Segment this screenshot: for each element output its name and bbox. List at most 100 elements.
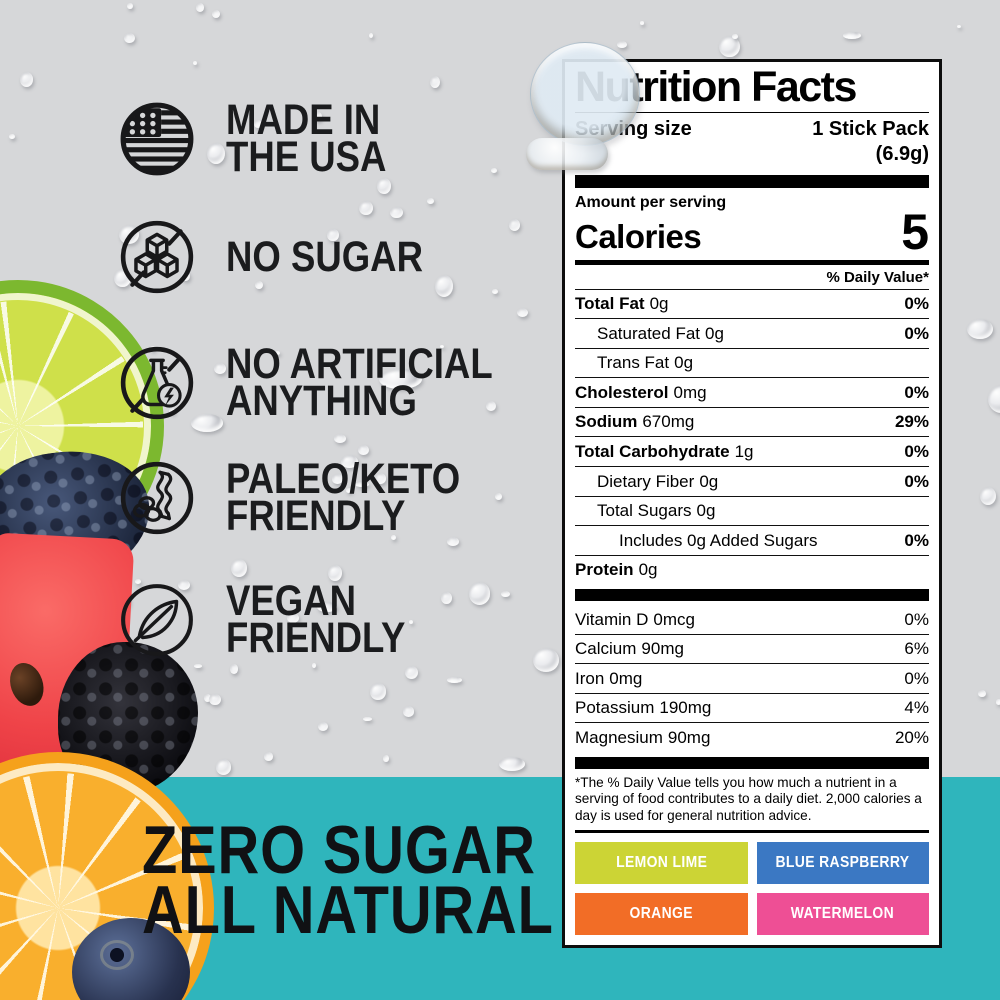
nutrient-daily-value: 0%: [904, 609, 929, 629]
water-droplet: [956, 24, 962, 29]
flavor-chips: LEMON LIME BLUE RASPBERRY ORANGE WATERMELON: [575, 829, 929, 935]
nutrient-name: Saturated Fat: [597, 323, 701, 343]
water-droplet: [977, 689, 986, 698]
nutrient-name: Cholesterol: [575, 382, 669, 402]
nutrient-daily-value: 0%: [904, 530, 929, 550]
nutrient-row: Magnesium 90mg 20%: [575, 722, 929, 752]
water-droplet: [134, 578, 141, 584]
water-droplet: [732, 34, 738, 40]
nutrient-row: Protein 0g: [575, 554, 929, 585]
nutrient-row: Includes 0g Added Sugars 0%: [575, 525, 929, 555]
nutrient-daily-value: 0%: [904, 441, 929, 461]
claim-made-in-usa: MADE IN THE USA: [118, 96, 415, 179]
nutrient-row: Sodium 670mg 29%: [575, 406, 929, 437]
nutrient-name: Iron: [575, 668, 605, 688]
water-droplet: [123, 32, 135, 44]
nutrient-daily-value: 0%: [904, 471, 929, 491]
water-droplet: [177, 579, 191, 591]
nutrient-amount: 0mg: [673, 382, 707, 402]
flavor-label: ORANGE: [629, 904, 693, 922]
water-droplet: [495, 493, 503, 500]
nutrient-amount: 670mg: [642, 412, 695, 432]
water-droplet: [468, 582, 491, 605]
water-droplet: [127, 3, 133, 10]
claim-text: NO SUGAR: [226, 235, 458, 278]
water-droplet: [390, 207, 403, 219]
no-sugar-icon: [120, 220, 194, 294]
nutrient-amount: 90mg: [641, 639, 684, 659]
nutrition-facts-label: Nutrition Facts Serving size 1 Stick Pac…: [562, 59, 942, 948]
water-droplet: [447, 677, 462, 684]
water-droplet: [501, 590, 510, 598]
banner-line: ALL NATURAL: [142, 872, 554, 948]
vegan-leaf-icon: [121, 584, 193, 656]
flavor-label: BLUE RASPBERRY: [775, 853, 910, 871]
water-droplet: [966, 318, 993, 339]
water-droplet: [327, 228, 339, 242]
water-droplet: [341, 454, 358, 468]
water-droplet: [441, 592, 453, 605]
water-droplet: [19, 72, 33, 87]
water-droplet: [9, 133, 15, 140]
water-droplet: [190, 413, 224, 432]
nutrient-name: Vitamin D: [575, 609, 649, 629]
water-droplet: [368, 33, 373, 39]
water-droplet: [355, 481, 369, 487]
water-droplet: [408, 619, 414, 624]
nutrient-amount: 1g: [734, 441, 754, 461]
nutrient-daily-value: 20%: [894, 727, 929, 747]
claim-line: FRIENDLY: [226, 614, 406, 662]
nutrient-name: Total Sugars: [597, 501, 692, 521]
calories-row: Calories 5: [575, 207, 929, 257]
nutrient-name: Dietary Fiber: [597, 471, 695, 491]
water-droplet: [317, 601, 337, 612]
amount-per-serving-label: Amount per serving: [575, 193, 727, 211]
nutrient-row: Dietary Fiber 0g 0%: [575, 466, 929, 496]
claim-line: MADE IN: [226, 96, 381, 144]
nutrient-daily-value: 6%: [904, 639, 929, 659]
nutrient-daily-value: 29%: [894, 412, 929, 432]
serving-size-weight: (6.9g): [875, 142, 929, 165]
water-droplet: [215, 758, 232, 775]
divider-bar: [575, 589, 929, 602]
water-droplet: [492, 288, 498, 294]
flavor-chip: LEMON LIME: [575, 841, 748, 884]
water-droplet: [369, 683, 387, 700]
nutrient-row: Vitamin D 0mcg 0%: [575, 605, 929, 634]
water-droplet: [377, 177, 392, 194]
nutrient-row: Total Carbohydrate 1g 0%: [575, 436, 929, 466]
nutrient-name: Magnesium: [575, 727, 663, 747]
nutrient-row: Iron 0mg 0%: [575, 663, 929, 693]
water-droplet: [362, 716, 373, 722]
nutrient-row: Total Fat 0g 0%: [575, 288, 929, 319]
micronutrient-rows: Vitamin D 0mcg 0% Calcium 90mg 6% Iron 0mg 0% Pot…: [575, 605, 929, 752]
water-droplet: [378, 368, 422, 389]
zero-sugar-banner: ZERO SUGAR ALL NATURAL: [142, 816, 626, 948]
nutrient-amount: 0g: [649, 294, 669, 314]
water-droplet: [526, 138, 608, 170]
water-droplet: [274, 350, 281, 356]
nutrient-name: Total Fat: [575, 294, 645, 314]
water-droplet: [516, 307, 529, 317]
nutrient-row: Total Sugars 0g: [575, 495, 929, 526]
water-droplet: [358, 444, 369, 455]
water-droplet: [979, 486, 997, 506]
divider: [575, 111, 929, 113]
water-droplet: [439, 344, 444, 348]
claim-line: NO ARTIFICIAL: [226, 340, 493, 388]
water-droplet: [427, 198, 434, 204]
calories-label: Calories: [575, 217, 702, 255]
water-droplet: [327, 564, 343, 581]
water-droplet: [287, 613, 299, 624]
nutrient-amount: 0g: [638, 560, 658, 580]
no-artificial-icon: [120, 346, 194, 420]
claim-no-artificial: NO ARTIFICIAL ANYTHING: [118, 340, 540, 423]
water-droplet: [209, 693, 222, 706]
flavor-chip: WATERMELON: [756, 892, 929, 935]
divider-bar: [575, 756, 929, 769]
claim-text: MADE IN THE USA: [226, 96, 415, 179]
nutrient-amount: 0g: [699, 471, 719, 491]
claim-text: NO ARTIFICIAL ANYTHING: [226, 340, 540, 423]
claim-text: VEGAN FRIENDLY: [226, 580, 437, 662]
